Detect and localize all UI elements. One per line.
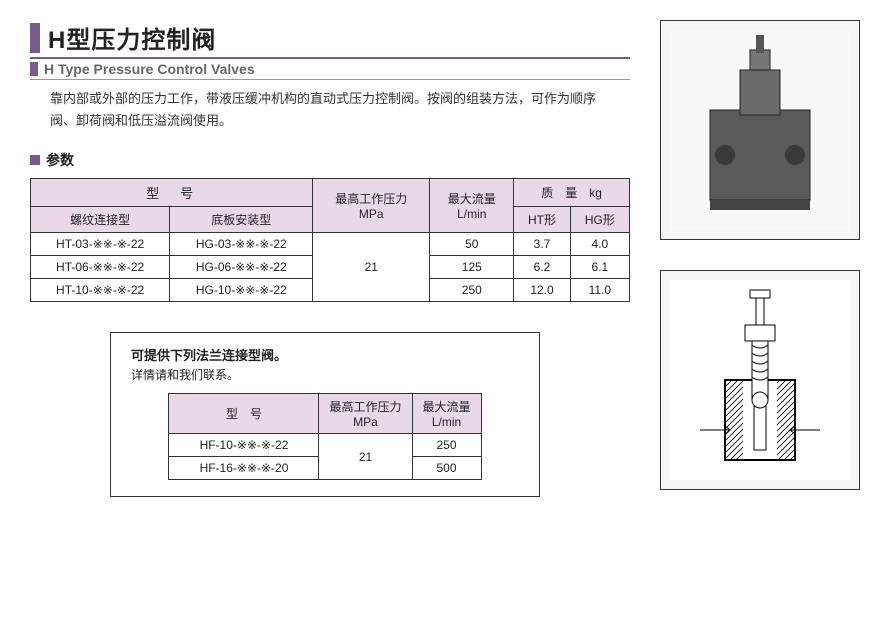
flange-box: 可提供下列法兰连接型阀。 详情请和我们联系。 型 号 最高工作压力 MPa 最大… bbox=[110, 332, 540, 497]
cell-subplate: HG-03-※※-※-22 bbox=[170, 233, 313, 256]
subtitle-row: H Type Pressure Control Valves bbox=[30, 61, 630, 80]
subtitle-accent-bar bbox=[30, 62, 38, 76]
valve-photo-icon bbox=[670, 30, 850, 230]
valve-cross-section-icon bbox=[670, 280, 850, 480]
page-title-row: H型压力控制阀 bbox=[30, 20, 630, 55]
th-subplate: 底板安装型 bbox=[170, 207, 313, 233]
cell-subplate: HG-10-※※-※-22 bbox=[170, 279, 313, 302]
th-flow-unit: L/min bbox=[457, 207, 486, 221]
th-thread: 螺纹连接型 bbox=[31, 207, 170, 233]
th-hg: HG形 bbox=[570, 207, 629, 233]
valve-photo-box bbox=[660, 20, 860, 240]
th-pressure-unit: MPa bbox=[359, 207, 384, 221]
th-mass: 质 量 kg bbox=[514, 179, 630, 207]
th-pressure-label: 最高工作压力 bbox=[335, 192, 407, 206]
th-pressure: 最高工作压力 MPa bbox=[313, 179, 430, 233]
description-text: 靠内部或外部的压力工作，带液压缓冲机构的直动式压力控制阀。按阀的组装方法，可作为… bbox=[50, 88, 610, 132]
title-chinese: H型压力控制阀 bbox=[48, 20, 216, 55]
cell-flow: 250 bbox=[412, 434, 481, 457]
cell-hg: 4.0 bbox=[570, 233, 629, 256]
cell-ht: 3.7 bbox=[514, 233, 570, 256]
cell-thread: HT-03-※※-※-22 bbox=[31, 233, 170, 256]
table-row: HF-10-※※-※-22 21 250 bbox=[169, 434, 481, 457]
th-ht: HT形 bbox=[514, 207, 570, 233]
cell-ht: 6.2 bbox=[514, 256, 570, 279]
flange-title: 可提供下列法兰连接型阀。 bbox=[131, 345, 519, 364]
title-english: H Type Pressure Control Valves bbox=[44, 61, 255, 77]
cell-flow: 250 bbox=[430, 279, 514, 302]
cell-model: HF-16-※※-※-20 bbox=[169, 457, 319, 480]
cell-model: HF-10-※※-※-22 bbox=[169, 434, 319, 457]
cell-hg: 11.0 bbox=[570, 279, 629, 302]
title-underline bbox=[30, 57, 630, 59]
cell-pressure: 21 bbox=[313, 233, 430, 302]
th-flow: 最大流量 L/min bbox=[412, 394, 481, 434]
cell-flow: 500 bbox=[412, 457, 481, 480]
th-model: 型 号 bbox=[169, 394, 319, 434]
cell-thread: HT-06-※※-※-22 bbox=[31, 256, 170, 279]
params-label: 参数 bbox=[46, 150, 74, 170]
flange-subtitle: 详情请和我们联系。 bbox=[131, 366, 519, 383]
flange-table: 型 号 最高工作压力 MPa 最大流量 L/min HF-10-※※-※-22 … bbox=[168, 393, 481, 480]
cell-hg: 6.1 bbox=[570, 256, 629, 279]
params-section-header: 参数 bbox=[30, 150, 630, 170]
title-accent-bar bbox=[30, 23, 40, 53]
th-pressure: 最高工作压力 MPa bbox=[319, 394, 412, 434]
cell-pressure: 21 bbox=[319, 434, 412, 480]
th-flow: 最大流量 L/min bbox=[430, 179, 514, 233]
valve-diagram-box bbox=[660, 270, 860, 490]
cell-flow: 125 bbox=[430, 256, 514, 279]
cell-flow: 50 bbox=[430, 233, 514, 256]
cell-ht: 12.0 bbox=[514, 279, 570, 302]
cell-thread: HT-10-※※-※-22 bbox=[31, 279, 170, 302]
cell-subplate: HG-06-※※-※-22 bbox=[170, 256, 313, 279]
th-model: 型 号 bbox=[31, 179, 313, 207]
th-flow-label: 最大流量 bbox=[448, 192, 496, 206]
spec-table: 型 号 最高工作压力 MPa 最大流量 L/min 质 量 kg 螺纹连接型 底… bbox=[30, 178, 630, 302]
section-square-icon bbox=[30, 155, 40, 165]
table-row: HT-03-※※-※-22 HG-03-※※-※-22 21 50 3.7 4.… bbox=[31, 233, 630, 256]
